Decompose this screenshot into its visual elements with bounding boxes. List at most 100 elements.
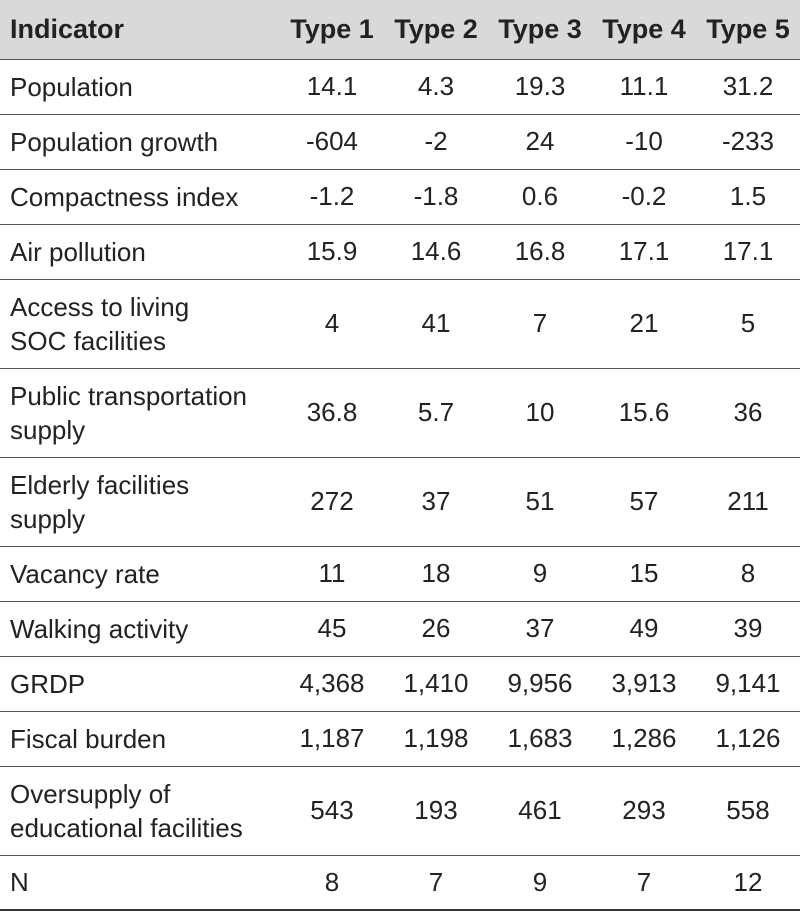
row-label-line: Oversupply of: [10, 778, 171, 809]
table-cell: 272: [280, 456, 384, 546]
table-row: Fiscal burden 1,187 1,198 1,683 1,286 1,126: [0, 710, 800, 766]
header-row: Indicator Type 1 Type 2 Type 3 Type 4 Ty…: [0, 0, 800, 59]
table-row: Oversupply of educational facilities 543 19…: [0, 765, 800, 855]
table-cell: -1.8: [384, 168, 488, 224]
table-row: N 8 7 9 7 12: [0, 854, 800, 911]
table-cell: 10: [488, 367, 592, 457]
table-cell: -2: [384, 113, 488, 169]
table-cell: 0.6: [488, 168, 592, 224]
table-cell: -0.2: [592, 168, 696, 224]
table-row: Public transportation supply 36.8 5.7 10 15.6…: [0, 367, 800, 457]
table-cell: 3,913: [592, 655, 696, 711]
row-label: N: [0, 854, 280, 911]
table-cell: 461: [488, 765, 592, 855]
table-cell: -604: [280, 113, 384, 169]
table-cell: 8: [280, 854, 384, 911]
table-cell: 1,410: [384, 655, 488, 711]
table-cell: 7: [384, 854, 488, 911]
table-cell: 558: [696, 765, 800, 855]
table-row: Elderly facilities supply 272 37 51 57 211: [0, 456, 800, 546]
row-label-line: GRDP: [10, 668, 86, 699]
table-cell: -1.2: [280, 168, 384, 224]
table-row: Access to living SOC facilities 4 41 7 21 5: [0, 278, 800, 368]
row-label-line: Population: [10, 71, 133, 102]
table-cell: 11.1: [592, 58, 696, 114]
table-cell: 4: [280, 278, 384, 368]
table-cell: 11: [280, 545, 384, 601]
row-label-line: supply: [10, 503, 86, 534]
table-cell: 4,368: [280, 655, 384, 711]
table-cell: 543: [280, 765, 384, 855]
table-cell: -233: [696, 113, 800, 169]
table-cell: 1,187: [280, 710, 384, 766]
table-cell: 19.3: [488, 58, 592, 114]
table-cell: 7: [592, 854, 696, 911]
table-cell: 14.6: [384, 223, 488, 279]
table-cell: 4.3: [384, 58, 488, 114]
column-header: Type 5: [706, 13, 790, 44]
row-label: Vacancy rate: [0, 545, 280, 601]
table-cell: 18: [384, 545, 488, 601]
row-label-line: SOC facilities: [10, 325, 167, 356]
column-header: Indicator: [10, 13, 125, 44]
table-cell: 49: [592, 600, 696, 656]
row-label-line: Air pollution: [10, 236, 146, 267]
row-label-line: Walking activity: [10, 613, 189, 644]
row-label: Population: [0, 58, 280, 114]
row-label: Air pollution: [0, 223, 280, 279]
table-row: Population 14.1 4.3 19.3 11.1 31.2: [0, 58, 800, 114]
table-cell: 193: [384, 765, 488, 855]
table-cell: 9: [488, 545, 592, 601]
row-label-line: Compactness index: [10, 181, 239, 212]
table-cell: 36.8: [280, 367, 384, 457]
table-cell: 1,126: [696, 710, 800, 766]
table-cell: 15.6: [592, 367, 696, 457]
row-label-line: Vacancy rate: [10, 558, 160, 589]
row-label: GRDP: [0, 655, 280, 711]
row-label: Oversupply of educational facilities: [0, 765, 280, 855]
table-cell: 14.1: [280, 58, 384, 114]
row-label: Population growth: [0, 113, 280, 169]
table-cell: 7: [488, 278, 592, 368]
column-header: Type 4: [602, 13, 686, 44]
table-row: Air pollution 15.9 14.6 16.8 17.1 17.1: [0, 223, 800, 279]
table-cell: 37: [384, 456, 488, 546]
row-label-line: Elderly facilities: [10, 469, 190, 500]
table-cell: 12: [696, 854, 800, 911]
row-label: Compactness index: [0, 168, 280, 224]
table-body: Population 14.1 4.3 19.3 11.1 31.2 Population …: [0, 58, 800, 911]
row-label: Fiscal burden: [0, 710, 280, 766]
row-label-line: Fiscal burden: [10, 723, 167, 754]
table-cell: 5: [696, 278, 800, 368]
table-cell: 9,956: [488, 655, 592, 711]
row-label-line: N: [10, 867, 29, 898]
table-row: Walking activity 45 26 37 49 39: [0, 600, 800, 656]
table-cell: 24: [488, 113, 592, 169]
table-cell: 31.2: [696, 58, 800, 114]
table-cell: 15: [592, 545, 696, 601]
table-row: GRDP 4,368 1,410 9,956 3,913 9,141: [0, 655, 800, 711]
table-cell: 17.1: [696, 223, 800, 279]
column-header: Type 3: [498, 13, 582, 44]
row-label: Walking activity: [0, 600, 280, 656]
row-label-line: Access to living: [10, 291, 190, 322]
table-cell: 39: [696, 600, 800, 656]
table-cell: -10: [592, 113, 696, 169]
table-cell: 1,198: [384, 710, 488, 766]
row-label: Public transportation supply: [0, 367, 280, 457]
table-cell: 293: [592, 765, 696, 855]
table-cell: 9,141: [696, 655, 800, 711]
table-cell: 51: [488, 456, 592, 546]
table-cell: 9: [488, 854, 592, 911]
table-cell: 5.7: [384, 367, 488, 457]
table-cell: 37: [488, 600, 592, 656]
table-row: Compactness index -1.2 -1.8 0.6 -0.2 1.5: [0, 168, 800, 224]
row-label-line: educational facilities: [10, 812, 243, 843]
table-cell: 16.8: [488, 223, 592, 279]
table-cell: 15.9: [280, 223, 384, 279]
row-label: Elderly facilities supply: [0, 456, 280, 546]
table-cell: 41: [384, 278, 488, 368]
table-cell: 1,683: [488, 710, 592, 766]
table-cell: 1.5: [696, 168, 800, 224]
